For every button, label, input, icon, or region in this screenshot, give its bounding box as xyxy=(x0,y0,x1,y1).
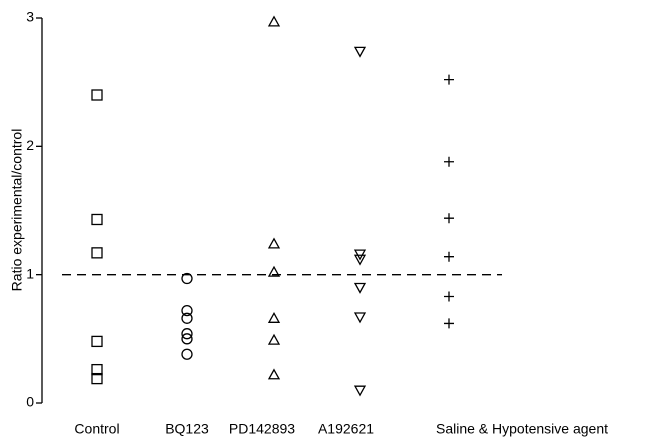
marker-triangle-down xyxy=(353,312,367,324)
x-tick-label: Control xyxy=(74,421,119,437)
marker-plus xyxy=(444,318,454,329)
marker-triangle-up xyxy=(267,237,281,249)
marker-triangle-up xyxy=(267,333,281,345)
marker-square xyxy=(91,247,103,259)
x-tick-label: A192621 xyxy=(318,421,374,437)
marker-circle xyxy=(181,304,193,317)
marker-triangle-down xyxy=(353,254,367,266)
marker-plus xyxy=(444,74,454,85)
marker-circle xyxy=(181,333,193,345)
marker-circle xyxy=(181,348,193,360)
marker-triangle-up xyxy=(267,265,281,277)
marker-square xyxy=(91,335,103,348)
marker-plus xyxy=(444,213,454,224)
marker-triangle-up xyxy=(267,368,281,380)
marker-square xyxy=(91,363,103,376)
marker-triangle-down xyxy=(353,282,367,294)
marker-square xyxy=(91,372,103,385)
marker-circle xyxy=(181,328,193,340)
x-tick-label: Saline & Hypotensive agent xyxy=(436,421,608,437)
marker-triangle-up xyxy=(267,311,281,323)
y-tick-label: 3 xyxy=(26,9,34,25)
marker-plus xyxy=(444,251,454,262)
marker-square xyxy=(91,89,103,101)
y-tick-label: 1 xyxy=(26,265,34,281)
marker-plus xyxy=(444,291,454,302)
marker-triangle-down xyxy=(353,385,367,397)
marker-plus xyxy=(444,156,454,167)
y-axis-label: Ratio experimental/control xyxy=(9,129,25,292)
marker-circle xyxy=(181,272,193,285)
x-tick-label: PD142893 xyxy=(229,421,295,437)
marker-circle xyxy=(181,312,193,324)
marker-triangle-up xyxy=(267,15,281,27)
y-tick-label: 0 xyxy=(26,394,34,410)
marker-triangle-down xyxy=(353,46,367,58)
x-tick-label: BQ123 xyxy=(165,421,209,437)
marker-square xyxy=(91,213,103,226)
y-tick-label: 2 xyxy=(26,137,34,153)
